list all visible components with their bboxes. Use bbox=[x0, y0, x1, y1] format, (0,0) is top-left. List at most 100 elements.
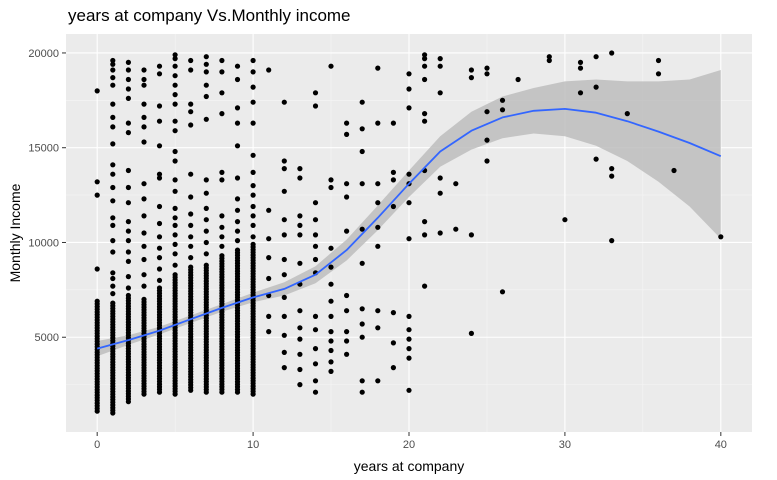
data-point bbox=[344, 338, 350, 344]
data-point bbox=[328, 63, 334, 69]
data-point bbox=[312, 361, 319, 367]
data-point bbox=[328, 368, 334, 374]
data-point bbox=[422, 283, 428, 289]
data-point bbox=[94, 266, 100, 272]
data-point bbox=[297, 336, 303, 342]
data-point bbox=[375, 243, 381, 249]
data-point bbox=[110, 222, 116, 228]
data-point bbox=[359, 321, 365, 327]
data-point bbox=[172, 222, 178, 228]
x-tick-label: 10 bbox=[247, 439, 259, 451]
axes: 0 10 20 30 40 5000 10000 15000 20000 bbox=[28, 48, 727, 451]
data-point bbox=[172, 82, 178, 88]
y-tick-label: 5000 bbox=[35, 332, 59, 344]
data-point bbox=[266, 207, 272, 213]
data-point bbox=[188, 194, 194, 200]
data-point bbox=[110, 270, 116, 276]
data-point bbox=[390, 310, 396, 316]
data-point bbox=[250, 57, 256, 64]
data-point bbox=[156, 103, 163, 109]
data-point bbox=[593, 156, 599, 162]
data-point bbox=[328, 338, 334, 344]
data-point bbox=[297, 366, 303, 373]
data-point bbox=[219, 57, 225, 64]
data-point bbox=[328, 245, 334, 251]
data-point bbox=[281, 365, 287, 371]
data-point bbox=[297, 166, 303, 172]
data-point bbox=[609, 238, 615, 244]
data-point bbox=[203, 228, 209, 234]
data-point bbox=[344, 194, 350, 200]
data-point bbox=[203, 217, 209, 223]
data-point bbox=[234, 63, 241, 69]
data-point bbox=[110, 249, 116, 255]
data-point bbox=[406, 171, 412, 177]
data-point bbox=[141, 196, 147, 202]
chart-title: years at company Vs.Monthly income bbox=[68, 6, 351, 25]
data-point bbox=[234, 175, 241, 181]
data-point bbox=[375, 120, 381, 126]
data-point bbox=[234, 238, 241, 244]
data-point bbox=[203, 61, 209, 67]
data-point bbox=[141, 124, 147, 130]
data-point bbox=[188, 109, 194, 115]
data-point bbox=[484, 65, 490, 71]
data-point bbox=[312, 200, 319, 206]
data-point bbox=[375, 200, 381, 206]
data-point bbox=[359, 334, 365, 340]
data-point bbox=[422, 52, 428, 58]
data-point bbox=[437, 63, 443, 69]
data-point bbox=[156, 203, 163, 210]
data-point bbox=[172, 128, 178, 134]
data-point bbox=[156, 234, 163, 240]
data-point bbox=[437, 230, 443, 236]
data-point bbox=[141, 114, 147, 120]
data-point bbox=[281, 313, 287, 319]
data-point bbox=[328, 281, 334, 287]
data-point bbox=[110, 124, 116, 130]
data-point bbox=[188, 122, 194, 128]
data-point bbox=[328, 329, 334, 335]
data-point bbox=[141, 67, 147, 73]
data-point bbox=[344, 120, 350, 126]
data-point bbox=[156, 63, 163, 69]
data-point bbox=[234, 120, 241, 126]
data-point bbox=[515, 76, 521, 83]
data-point bbox=[110, 82, 116, 88]
data-point bbox=[141, 243, 147, 249]
data-point bbox=[234, 247, 241, 253]
data-point bbox=[94, 298, 100, 304]
data-point bbox=[141, 101, 147, 107]
data-point bbox=[406, 105, 412, 111]
data-point bbox=[484, 71, 490, 77]
data-point bbox=[172, 148, 178, 155]
data-point bbox=[250, 183, 256, 189]
data-point bbox=[468, 330, 474, 336]
data-point bbox=[110, 141, 116, 147]
data-point bbox=[297, 351, 303, 357]
data-point bbox=[328, 313, 334, 319]
data-point bbox=[344, 308, 350, 314]
data-point bbox=[172, 188, 178, 194]
data-point bbox=[609, 166, 615, 172]
data-point bbox=[577, 59, 584, 65]
data-point bbox=[125, 167, 131, 174]
data-point bbox=[281, 272, 287, 278]
smooth-line-path bbox=[96, 108, 722, 350]
data-point bbox=[125, 249, 131, 255]
data-point bbox=[297, 213, 303, 219]
data-point bbox=[172, 118, 178, 124]
data-point bbox=[219, 253, 225, 259]
data-point bbox=[437, 56, 443, 62]
data-point bbox=[125, 285, 131, 291]
data-point bbox=[718, 234, 724, 240]
data-point bbox=[125, 130, 131, 136]
data-point bbox=[141, 272, 147, 278]
data-point bbox=[234, 219, 241, 225]
x-tick-label: 40 bbox=[715, 439, 727, 451]
data-point bbox=[328, 264, 334, 270]
data-point bbox=[172, 262, 178, 268]
data-point bbox=[406, 327, 412, 333]
data-point bbox=[250, 169, 256, 175]
